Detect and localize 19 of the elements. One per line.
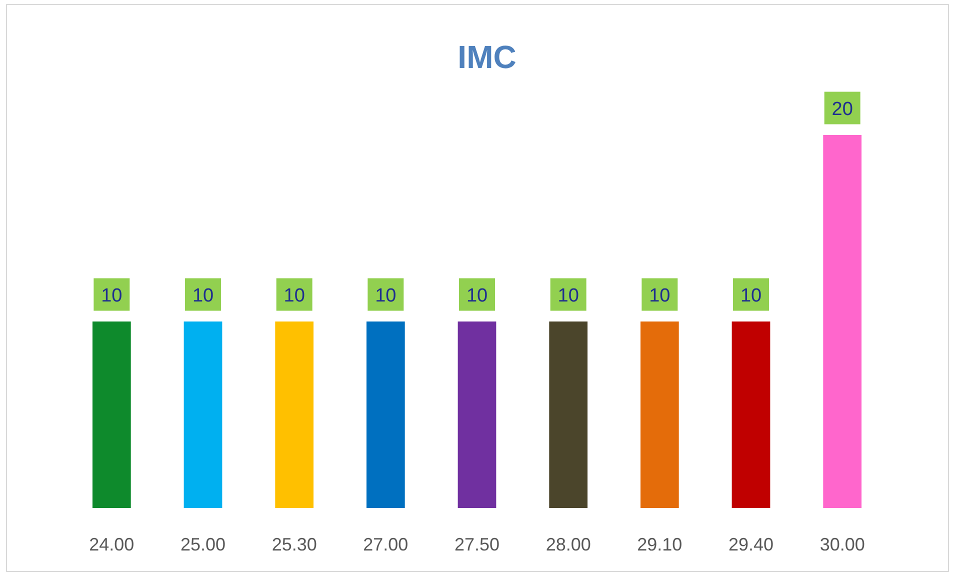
x-tick-label: 24.00 — [89, 534, 134, 554]
data-label: 10 — [284, 286, 305, 306]
x-tick-label: 30.00 — [820, 534, 865, 554]
data-label: 20 — [832, 99, 853, 120]
chart-title: IMC — [458, 38, 516, 75]
data-label: 10 — [375, 286, 396, 306]
x-tick-label: 29.10 — [637, 534, 682, 554]
data-label: 10 — [466, 286, 488, 306]
data-label: 10 — [192, 286, 214, 306]
x-tick-label: 27.00 — [363, 534, 408, 554]
data-label: 10 — [558, 286, 579, 306]
x-tick-label: 27.50 — [454, 534, 500, 554]
x-tick-label: 29.40 — [728, 534, 774, 554]
data-label: 10 — [649, 286, 670, 306]
data-label: 10 — [101, 286, 122, 306]
x-tick-label: 28.00 — [546, 534, 591, 554]
x-tick-label: 25.30 — [272, 534, 317, 554]
data-label: 10 — [740, 286, 762, 306]
x-tick-label: 25.00 — [180, 534, 226, 554]
